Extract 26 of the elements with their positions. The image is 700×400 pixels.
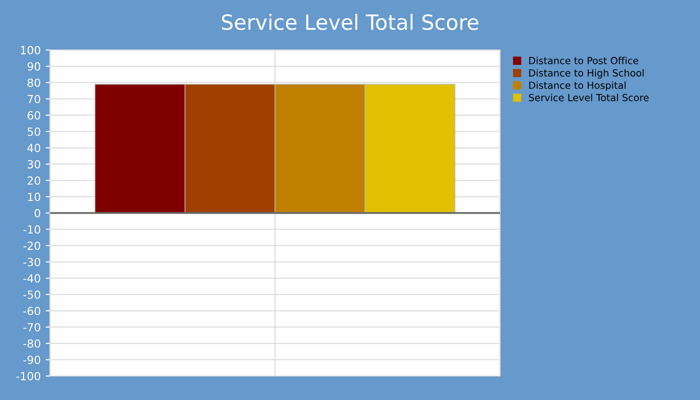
y-tick-label: 20 bbox=[28, 176, 40, 185]
legend-label: Distance to Hospital bbox=[529, 81, 626, 91]
y-tick-label: -80 bbox=[23, 339, 40, 348]
y-tick-label: 30 bbox=[28, 160, 40, 168]
y-tick-label: 0 bbox=[34, 208, 40, 218]
y-tick-label: -100 bbox=[16, 372, 40, 380]
y-tick-label: 50 bbox=[28, 127, 40, 136]
y-tick-label: -30 bbox=[23, 258, 40, 266]
y-tick-label: -10 bbox=[23, 225, 40, 234]
legend-label: Distance to High School bbox=[529, 69, 644, 78]
y-tick-label: 60 bbox=[28, 111, 40, 120]
y-tick-label: 80 bbox=[28, 78, 40, 87]
y-tick-label: -60 bbox=[23, 306, 40, 316]
y-tick-label: -40 bbox=[23, 274, 40, 283]
y-tick-label: -20 bbox=[23, 242, 40, 250]
y-tick-label: -90 bbox=[23, 356, 40, 364]
y-tick-label: 10 bbox=[28, 192, 40, 202]
y-tick-label: 90 bbox=[28, 62, 40, 71]
y-tick-label: 70 bbox=[28, 94, 40, 104]
y-tick-label: 100 bbox=[20, 46, 40, 54]
y-tick-label: -70 bbox=[23, 323, 40, 332]
y-tick-label: -50 bbox=[23, 290, 40, 299]
legend-label: Distance to Post Office bbox=[529, 56, 638, 64]
legend-label: Service Level Total Score bbox=[528, 94, 649, 102]
chart-title: Service Level Total Score bbox=[222, 14, 478, 30]
y-tick-label: 40 bbox=[27, 144, 40, 152]
